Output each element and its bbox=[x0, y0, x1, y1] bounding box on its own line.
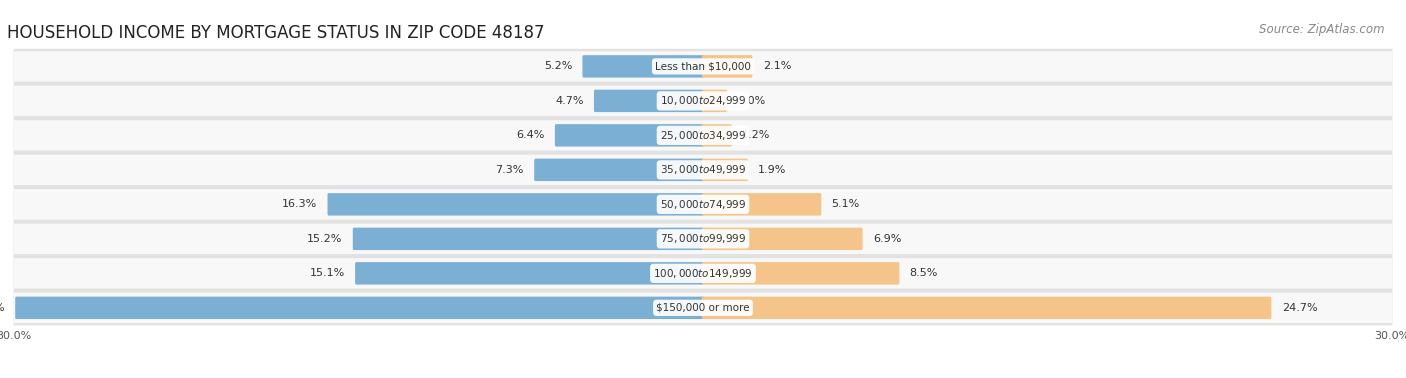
FancyBboxPatch shape bbox=[555, 124, 704, 147]
FancyBboxPatch shape bbox=[14, 293, 1392, 323]
FancyBboxPatch shape bbox=[14, 256, 1392, 291]
Text: 5.1%: 5.1% bbox=[831, 199, 860, 209]
FancyBboxPatch shape bbox=[356, 262, 704, 285]
FancyBboxPatch shape bbox=[702, 159, 748, 181]
FancyBboxPatch shape bbox=[14, 86, 1392, 116]
FancyBboxPatch shape bbox=[14, 224, 1392, 254]
FancyBboxPatch shape bbox=[702, 228, 863, 250]
Text: $35,000 to $49,999: $35,000 to $49,999 bbox=[659, 163, 747, 177]
FancyBboxPatch shape bbox=[14, 49, 1392, 84]
Text: Less than $10,000: Less than $10,000 bbox=[655, 61, 751, 71]
FancyBboxPatch shape bbox=[14, 83, 1392, 118]
FancyBboxPatch shape bbox=[702, 55, 752, 77]
Text: $10,000 to $24,999: $10,000 to $24,999 bbox=[659, 94, 747, 107]
Text: 5.2%: 5.2% bbox=[544, 61, 572, 71]
Legend: Without Mortgage, With Mortgage: Without Mortgage, With Mortgage bbox=[572, 373, 834, 378]
Text: $50,000 to $74,999: $50,000 to $74,999 bbox=[659, 198, 747, 211]
Text: 24.7%: 24.7% bbox=[1282, 303, 1317, 313]
Text: $25,000 to $34,999: $25,000 to $34,999 bbox=[659, 129, 747, 142]
FancyBboxPatch shape bbox=[14, 187, 1392, 222]
Text: 6.9%: 6.9% bbox=[873, 234, 901, 244]
Text: 1.9%: 1.9% bbox=[758, 165, 786, 175]
Text: HOUSEHOLD INCOME BY MORTGAGE STATUS IN ZIP CODE 48187: HOUSEHOLD INCOME BY MORTGAGE STATUS IN Z… bbox=[7, 24, 544, 42]
Text: 15.2%: 15.2% bbox=[307, 234, 343, 244]
Text: 8.5%: 8.5% bbox=[910, 268, 938, 278]
FancyBboxPatch shape bbox=[14, 120, 1392, 150]
Text: 16.3%: 16.3% bbox=[283, 199, 318, 209]
FancyBboxPatch shape bbox=[14, 51, 1392, 82]
FancyBboxPatch shape bbox=[15, 297, 704, 319]
FancyBboxPatch shape bbox=[14, 155, 1392, 185]
Text: 15.1%: 15.1% bbox=[309, 268, 344, 278]
FancyBboxPatch shape bbox=[534, 159, 704, 181]
Text: 1.2%: 1.2% bbox=[742, 130, 770, 140]
FancyBboxPatch shape bbox=[702, 90, 727, 112]
FancyBboxPatch shape bbox=[14, 290, 1392, 325]
FancyBboxPatch shape bbox=[14, 118, 1392, 153]
Text: Source: ZipAtlas.com: Source: ZipAtlas.com bbox=[1260, 23, 1385, 36]
Text: 7.3%: 7.3% bbox=[495, 165, 524, 175]
FancyBboxPatch shape bbox=[702, 297, 1271, 319]
FancyBboxPatch shape bbox=[702, 262, 900, 285]
FancyBboxPatch shape bbox=[14, 258, 1392, 288]
FancyBboxPatch shape bbox=[593, 90, 704, 112]
FancyBboxPatch shape bbox=[582, 55, 704, 77]
Text: 6.4%: 6.4% bbox=[516, 130, 544, 140]
Text: 4.7%: 4.7% bbox=[555, 96, 583, 106]
Text: 1.0%: 1.0% bbox=[738, 96, 766, 106]
FancyBboxPatch shape bbox=[14, 152, 1392, 187]
Text: $100,000 to $149,999: $100,000 to $149,999 bbox=[654, 267, 752, 280]
FancyBboxPatch shape bbox=[353, 228, 704, 250]
FancyBboxPatch shape bbox=[702, 193, 821, 215]
Text: 2.1%: 2.1% bbox=[762, 61, 792, 71]
FancyBboxPatch shape bbox=[702, 124, 731, 147]
Text: 29.9%: 29.9% bbox=[0, 303, 4, 313]
FancyBboxPatch shape bbox=[14, 221, 1392, 256]
FancyBboxPatch shape bbox=[14, 189, 1392, 220]
Text: $150,000 or more: $150,000 or more bbox=[657, 303, 749, 313]
FancyBboxPatch shape bbox=[328, 193, 704, 215]
Text: $75,000 to $99,999: $75,000 to $99,999 bbox=[659, 232, 747, 245]
